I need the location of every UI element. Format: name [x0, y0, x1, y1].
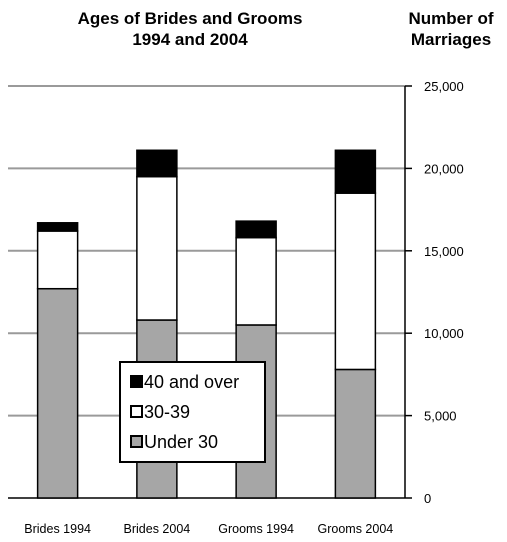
y-tick-label: 25,000 — [424, 79, 464, 94]
bar-grooms-2004-40-and-over — [334, 149, 377, 194]
legend-swatch-40-and-over — [130, 375, 143, 388]
bar-brides-1994-under-30 — [36, 287, 79, 499]
bar-brides-1994-30-39 — [36, 230, 79, 290]
bar-brides-2004-40-and-over — [136, 149, 178, 178]
y-axis-label-line1: Number of — [408, 9, 494, 28]
y-tick-label: 20,000 — [424, 161, 464, 176]
y-axis-label-line2: Marriages — [410, 30, 492, 49]
x-tick-label: Brides 1994 — [24, 522, 91, 536]
chart-title-line1: Ages of Brides and Grooms — [77, 9, 303, 28]
bar-grooms-2004-30-39 — [334, 192, 377, 371]
y-tick-label: 15,000 — [424, 244, 464, 259]
legend-swatch-under-30 — [130, 435, 143, 448]
legend-label-40-and-over: 40 and over — [144, 372, 239, 392]
legend-label-under-30: Under 30 — [144, 432, 218, 452]
bar-grooms-1994-40-and-over — [235, 220, 277, 239]
x-tick-label: Grooms 2004 — [318, 522, 394, 536]
x-tick-label: Grooms 1994 — [218, 522, 294, 536]
bar-grooms-1994-30-39 — [235, 236, 277, 326]
y-tick-label: 10,000 — [424, 326, 464, 341]
bar-grooms-2004-under-30 — [334, 368, 377, 499]
chart-title: Ages of Brides and Grooms 1994 and 2004 — [0, 8, 380, 50]
legend-label-30-39: 30-39 — [144, 402, 190, 422]
x-tick-label: Brides 2004 — [124, 522, 191, 536]
y-tick-label: 0 — [424, 491, 431, 506]
y-axis-label: Number of Marriages — [395, 8, 507, 50]
legend-swatch-30-39 — [130, 405, 143, 418]
bar-brides-1994-40-and-over — [36, 222, 79, 232]
bar-brides-2004-30-39 — [136, 175, 178, 321]
chart-title-line2: 1994 and 2004 — [132, 30, 248, 49]
legend-box — [119, 361, 266, 463]
y-tick-label: 5,000 — [424, 409, 457, 424]
